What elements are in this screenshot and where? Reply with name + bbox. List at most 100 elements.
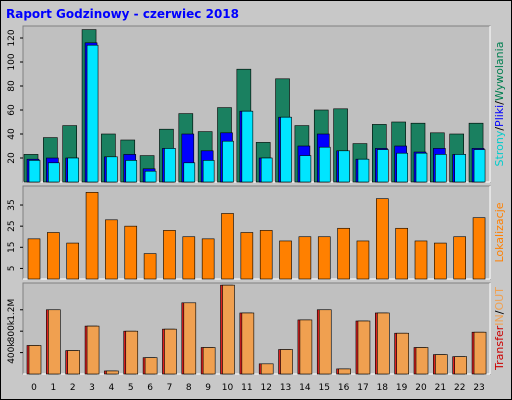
y-tick-label: 100 [7, 53, 17, 70]
bar [435, 154, 447, 183]
bar [67, 350, 80, 375]
bar [356, 240, 370, 280]
bar [454, 154, 467, 183]
x-tick-label: 9 [205, 383, 211, 393]
bar [48, 309, 61, 375]
bar [396, 152, 408, 183]
bar [106, 370, 119, 375]
bar [395, 227, 408, 280]
bar [202, 347, 216, 375]
x-tick-label: 16 [338, 383, 350, 393]
bar [357, 320, 371, 375]
legend-entry: / [493, 101, 506, 105]
legend-entry: Strony [493, 130, 506, 166]
bar [47, 232, 60, 280]
bar [338, 150, 350, 183]
bar [318, 309, 332, 375]
bar [105, 219, 118, 280]
bar [414, 240, 428, 280]
x-tick-label: 10 [222, 383, 234, 393]
bar [125, 330, 139, 375]
bar [280, 116, 292, 183]
bar [144, 357, 158, 375]
x-tick-label: 18 [377, 383, 389, 393]
x-tick-label: 19 [396, 383, 408, 393]
bar [299, 319, 313, 375]
x-tick-label: 6 [147, 383, 153, 393]
bar [143, 253, 157, 280]
bar [163, 230, 176, 280]
legend-entry: Lokalizacje [493, 202, 506, 262]
bar [28, 345, 42, 375]
y-tick-label: 120 [7, 29, 17, 46]
bar [435, 354, 448, 375]
legend: Lokalizacje [493, 202, 506, 262]
bar [396, 332, 409, 375]
bar [201, 238, 215, 280]
bar [67, 157, 79, 183]
bar [164, 328, 177, 375]
bar [280, 349, 293, 375]
bar [125, 160, 138, 183]
y-tick-label: 35 [7, 199, 17, 210]
chart-title: Raport Godzinowy - czerwiec 2018 [6, 7, 239, 21]
x-tick-label: 12 [260, 383, 271, 393]
legend-entry: IN [493, 314, 506, 325]
x-tick-label: 3 [89, 383, 95, 393]
bar [318, 146, 331, 183]
bar [317, 236, 331, 280]
bar [338, 368, 351, 375]
bar [376, 149, 389, 183]
bar [241, 110, 254, 183]
bar [85, 192, 99, 280]
x-tick-label: 8 [186, 383, 192, 393]
y-tick-label: 25 [7, 220, 17, 231]
bar [106, 156, 118, 183]
bar [453, 236, 467, 280]
bar [66, 242, 79, 280]
x-tick-label: 13 [280, 383, 291, 393]
bar [144, 170, 157, 183]
x-tick-label: 11 [241, 383, 252, 393]
bar [28, 160, 41, 183]
legend-entry: Wywolania [493, 42, 506, 102]
bar [415, 347, 429, 375]
bar [473, 149, 486, 183]
legend-entry: Transfer [493, 325, 506, 371]
x-tick-label: 15 [319, 383, 330, 393]
bar [299, 155, 312, 183]
bar [298, 236, 312, 280]
bar [124, 225, 138, 280]
bar [434, 242, 447, 280]
y-tick-label: 80 [7, 80, 17, 92]
bar [164, 148, 176, 183]
x-tick-label: 2 [70, 383, 76, 393]
x-tick-label: 0 [31, 383, 37, 393]
bar [48, 162, 60, 183]
bar [240, 232, 254, 280]
bar [375, 198, 389, 280]
panel [22, 282, 491, 375]
x-tick-label: 23 [473, 383, 484, 393]
bar [259, 230, 273, 280]
bar [183, 162, 196, 183]
y-tick-label: 1.2M [7, 299, 17, 321]
x-tick-label: 5 [128, 383, 134, 393]
bar [202, 160, 215, 183]
bar [221, 213, 234, 280]
x-tick-label: 21 [435, 383, 446, 393]
legend-entry: OUT [493, 287, 506, 311]
y-tick-label: 400k [7, 341, 17, 364]
y-tick-label: 5 [7, 266, 17, 272]
x-tick-label: 17 [357, 383, 368, 393]
bar [415, 152, 428, 183]
x-tick-label: 20 [415, 383, 427, 393]
bar [182, 236, 196, 280]
bar [473, 331, 487, 375]
bar [86, 44, 99, 183]
bar [222, 284, 235, 375]
bar [222, 140, 234, 183]
y-tick-label: 20 [7, 152, 17, 164]
